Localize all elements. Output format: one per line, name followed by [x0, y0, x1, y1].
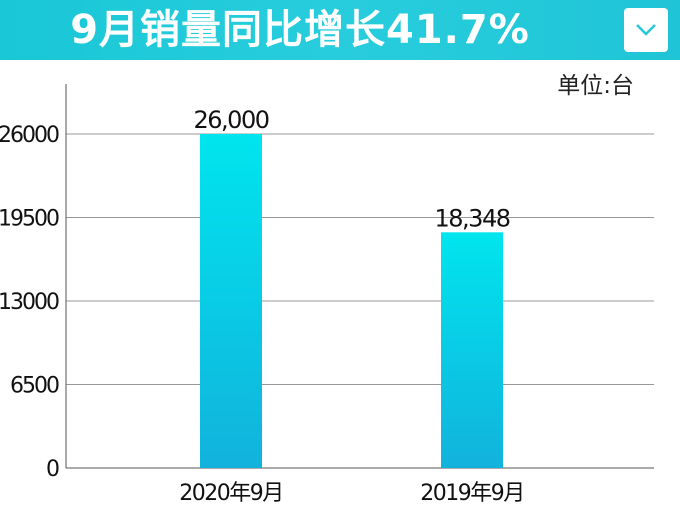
chevron-down-icon: [636, 24, 656, 36]
y-tick-label: 26000: [0, 123, 59, 148]
header-banner: 9月销量同比增长41.7%: [0, 0, 680, 60]
dropdown-button[interactable]: [624, 8, 668, 52]
data-label: 18,348: [435, 204, 510, 232]
bar-2[interactable]: [441, 232, 503, 468]
x-category-label: 2020年9月: [179, 481, 283, 506]
y-tick-label: 0: [46, 457, 59, 482]
x-category-label: 2019年9月: [420, 481, 524, 506]
bar-1[interactable]: [200, 134, 262, 468]
y-tick-label: 6500: [10, 374, 59, 399]
unit-label: 单位:台: [557, 73, 634, 99]
chart-title: 9月销量同比增长41.7%: [70, 7, 530, 53]
data-label: 26,000: [194, 106, 269, 134]
y-tick-label: 13000: [0, 290, 59, 315]
y-tick-label: 19500: [0, 207, 59, 232]
